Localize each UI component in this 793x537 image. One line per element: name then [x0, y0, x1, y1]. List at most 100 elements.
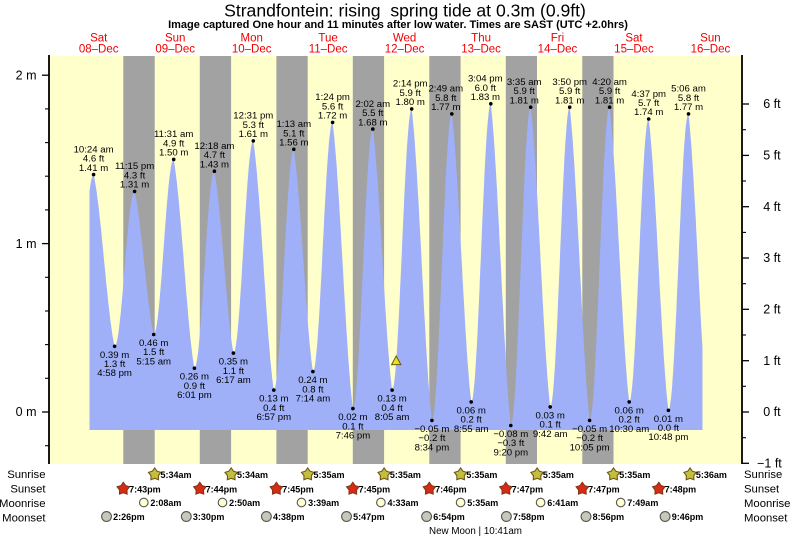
svg-text:11–Dec: 11–Dec	[309, 44, 348, 56]
svg-text:4.9 ft: 4.9 ft	[163, 138, 185, 149]
svg-text:Strandfontein: rising spring: Strandfontein: rising spring tide at 0.3…	[224, 1, 586, 21]
svg-text:5:34am: 5:34am	[161, 470, 192, 480]
svg-text:5:35am: 5:35am	[619, 470, 650, 480]
svg-text:−0.05 m: −0.05 m	[572, 424, 607, 435]
svg-text:Thu: Thu	[471, 33, 491, 45]
svg-text:1.31 m: 1.31 m	[120, 180, 149, 191]
svg-text:7:47pm: 7:47pm	[512, 484, 544, 494]
svg-text:1.81 m: 1.81 m	[510, 95, 539, 106]
svg-text:1.61 m: 1.61 m	[239, 129, 268, 140]
svg-text:5.6 ft: 5.6 ft	[322, 101, 344, 112]
svg-text:6:57 pm: 6:57 pm	[256, 412, 291, 423]
svg-text:1.81 m: 1.81 m	[555, 95, 584, 106]
svg-text:1 m: 1 m	[16, 237, 37, 251]
svg-text:8:56pm: 8:56pm	[593, 512, 625, 522]
svg-text:Wed: Wed	[393, 33, 416, 45]
svg-text:5.9 ft: 5.9 ft	[559, 86, 581, 97]
svg-text:0 ft: 0 ft	[763, 405, 781, 419]
svg-text:New Moon | 10:41am: New Moon | 10:41am	[429, 526, 522, 537]
svg-text:7:47pm: 7:47pm	[588, 484, 620, 494]
svg-text:10:05 pm: 10:05 pm	[570, 442, 610, 453]
svg-text:1.50 m: 1.50 m	[159, 148, 188, 159]
svg-text:10:30 am: 10:30 am	[609, 424, 649, 435]
svg-text:4:33am: 4:33am	[388, 498, 419, 508]
svg-text:5.1 ft: 5.1 ft	[283, 128, 305, 139]
svg-text:5:35am: 5:35am	[543, 470, 574, 480]
svg-text:1.41 m: 1.41 m	[79, 163, 108, 174]
svg-text:4 ft: 4 ft	[763, 200, 781, 214]
svg-text:1.1 ft: 1.1 ft	[223, 366, 245, 377]
svg-text:0.4 ft: 0.4 ft	[263, 403, 285, 414]
svg-text:1.77 m: 1.77 m	[674, 102, 703, 113]
svg-text:10:48 pm: 10:48 pm	[648, 432, 688, 443]
svg-text:13–Dec: 13–Dec	[461, 44, 501, 56]
svg-text:12–Dec: 12–Dec	[385, 44, 425, 56]
svg-text:7:46 pm: 7:46 pm	[336, 431, 371, 442]
svg-text:9:20 pm: 9:20 pm	[493, 447, 528, 458]
svg-text:0.02 m: 0.02 m	[338, 412, 367, 423]
svg-text:2 ft: 2 ft	[763, 303, 781, 317]
svg-text:8:55 am: 8:55 am	[454, 424, 489, 435]
svg-text:6:41am: 6:41am	[547, 498, 578, 508]
svg-text:0.26 m: 0.26 m	[180, 372, 209, 383]
svg-text:5.3 ft: 5.3 ft	[243, 120, 265, 131]
svg-text:15–Dec: 15–Dec	[614, 44, 654, 56]
svg-text:3:39am: 3:39am	[308, 498, 339, 508]
svg-text:2:02 am: 2:02 am	[355, 99, 390, 110]
svg-text:7:14 am: 7:14 am	[296, 394, 331, 405]
svg-text:5:34am: 5:34am	[237, 470, 268, 480]
svg-text:Sunrise: Sunrise	[744, 469, 782, 481]
svg-text:1.3 ft: 1.3 ft	[104, 359, 126, 370]
svg-text:0.03 m: 0.03 m	[536, 410, 565, 421]
svg-text:Sun: Sun	[165, 33, 185, 45]
svg-text:6 ft: 6 ft	[763, 97, 781, 111]
svg-text:0.06 m: 0.06 m	[457, 405, 486, 416]
svg-text:4:37 pm: 4:37 pm	[631, 89, 666, 100]
svg-text:6:01 pm: 6:01 pm	[177, 390, 212, 401]
svg-text:1.56 m: 1.56 m	[279, 138, 308, 149]
svg-text:Moonrise: Moonrise	[0, 498, 46, 510]
svg-text:3:04 pm: 3:04 pm	[468, 74, 503, 85]
svg-text:1.74 m: 1.74 m	[634, 107, 663, 118]
svg-text:0.0 ft: 0.0 ft	[658, 423, 680, 434]
svg-text:4:38pm: 4:38pm	[273, 512, 305, 522]
svg-text:5:47pm: 5:47pm	[353, 512, 385, 522]
svg-text:1.80 m: 1.80 m	[396, 97, 425, 108]
svg-text:10:24 am: 10:24 am	[74, 144, 114, 155]
svg-text:1:24 pm: 1:24 pm	[315, 92, 350, 103]
svg-text:0.8 ft: 0.8 ft	[302, 384, 324, 395]
svg-text:9:42 am: 9:42 am	[533, 429, 568, 440]
svg-text:0.24 m: 0.24 m	[298, 375, 327, 386]
svg-text:1:13 am: 1:13 am	[276, 119, 311, 130]
svg-text:1.43 m: 1.43 m	[200, 159, 229, 170]
svg-text:Tue: Tue	[318, 33, 337, 45]
svg-text:0.46 m: 0.46 m	[139, 338, 168, 349]
svg-text:Sunset: Sunset	[10, 484, 46, 496]
svg-text:7:43pm: 7:43pm	[129, 484, 161, 494]
svg-text:0.39 m: 0.39 m	[100, 350, 129, 361]
svg-text:5.8 ft: 5.8 ft	[435, 93, 457, 104]
svg-text:0 m: 0 m	[16, 405, 37, 419]
svg-text:−0.2 ft: −0.2 ft	[576, 433, 603, 444]
svg-text:12:31 pm: 12:31 pm	[233, 111, 273, 122]
svg-text:5:35am: 5:35am	[466, 470, 497, 480]
svg-text:7:58pm: 7:58pm	[513, 512, 545, 522]
svg-text:7:45pm: 7:45pm	[359, 484, 391, 494]
svg-text:−0.2 ft: −0.2 ft	[418, 433, 445, 444]
svg-text:7:44pm: 7:44pm	[206, 484, 238, 494]
svg-text:3:30pm: 3:30pm	[193, 512, 225, 522]
svg-text:1.83 m: 1.83 m	[471, 92, 500, 103]
svg-text:Moonrise: Moonrise	[744, 498, 790, 510]
svg-text:4:20 am: 4:20 am	[592, 77, 627, 88]
svg-text:9:46pm: 9:46pm	[672, 512, 704, 522]
svg-text:0.4 ft: 0.4 ft	[381, 403, 403, 414]
svg-text:5:35am: 5:35am	[390, 470, 421, 480]
svg-text:Fri: Fri	[551, 33, 564, 45]
svg-text:0.1 ft: 0.1 ft	[342, 421, 364, 432]
svg-text:1.5 ft: 1.5 ft	[143, 347, 165, 358]
svg-text:5.5 ft: 5.5 ft	[362, 108, 384, 119]
svg-text:3:35 am: 3:35 am	[507, 77, 542, 88]
svg-text:Moonset: Moonset	[2, 513, 46, 525]
svg-text:7:46pm: 7:46pm	[435, 484, 467, 494]
svg-text:0.13 m: 0.13 m	[259, 394, 288, 405]
